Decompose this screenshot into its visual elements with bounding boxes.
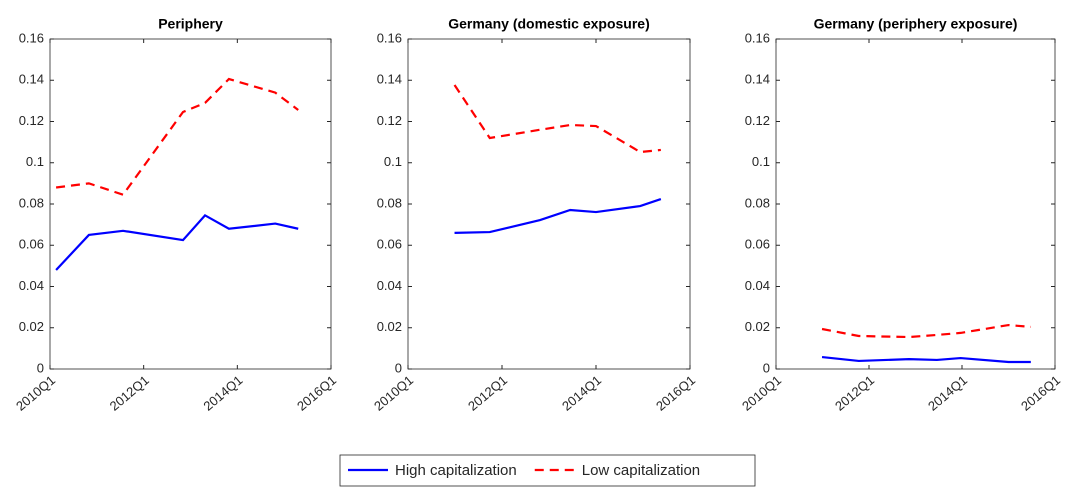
y-tick-label: 0.06	[745, 237, 770, 252]
chart-title: Germany (periphery exposure)	[814, 16, 1018, 32]
y-tick-label: 0	[763, 360, 770, 375]
legend	[339, 454, 756, 487]
y-tick-label: 0.12	[745, 113, 770, 128]
y-tick-label: 0.14	[745, 72, 770, 87]
x-tick-label: 2016Q1	[653, 372, 698, 413]
plot-area	[775, 38, 1056, 370]
y-tick-label: 0.1	[384, 154, 402, 169]
x-tick-label: 2012Q1	[832, 372, 877, 413]
y-tick-label: 0.02	[745, 319, 770, 334]
y-tick-label: 0.16	[745, 30, 770, 45]
series-line	[55, 213, 299, 271]
y-tick-label: 0.1	[26, 154, 44, 169]
y-tick-label: 0	[37, 360, 44, 375]
x-tick-label: 2014Q1	[559, 372, 604, 413]
y-tick-label: 0.16	[19, 30, 44, 45]
y-tick-label: 0.08	[745, 195, 770, 210]
series-line	[454, 198, 662, 234]
x-tick-label: 2010Q1	[371, 372, 416, 413]
y-tick-label: 0.08	[19, 195, 44, 210]
legend-label: Low capitalization	[582, 462, 700, 479]
y-tick-label: 0.16	[377, 30, 402, 45]
x-tick-label: 2014Q1	[200, 372, 245, 413]
series-line	[821, 323, 1031, 339]
x-tick-label: 2010Q1	[739, 372, 784, 413]
x-tick-label: 2012Q1	[107, 372, 152, 413]
y-tick-label: 0.12	[377, 113, 402, 128]
y-tick-label: 0.12	[19, 113, 44, 128]
y-tick-label: 0.08	[377, 195, 402, 210]
y-tick-label: 0	[395, 360, 402, 375]
y-tick-label: 0.14	[19, 72, 44, 87]
y-tick-label: 0.02	[377, 319, 402, 334]
y-tick-label: 0.06	[19, 237, 44, 252]
x-tick-label: 2014Q1	[925, 372, 970, 413]
y-tick-label: 0.1	[752, 154, 770, 169]
x-tick-label: 2016Q1	[1018, 372, 1063, 413]
y-tick-label: 0.14	[377, 72, 402, 87]
x-tick-label: 2012Q1	[465, 372, 510, 413]
y-tick-label: 0.04	[19, 278, 44, 293]
series-line	[453, 84, 661, 154]
x-tick-label: 2010Q1	[13, 372, 58, 413]
plot-area	[49, 38, 332, 370]
y-tick-label: 0.04	[377, 278, 402, 293]
chart-title: Periphery	[158, 16, 223, 32]
series-line	[821, 355, 1031, 364]
y-tick-label: 0.02	[19, 319, 44, 334]
chart-title: Germany (domestic exposure)	[448, 16, 650, 32]
y-tick-label: 0.04	[745, 278, 770, 293]
legend-label: High capitalization	[395, 462, 517, 479]
series-line	[55, 77, 299, 197]
y-tick-label: 0.06	[377, 237, 402, 252]
x-tick-label: 2016Q1	[294, 372, 339, 413]
